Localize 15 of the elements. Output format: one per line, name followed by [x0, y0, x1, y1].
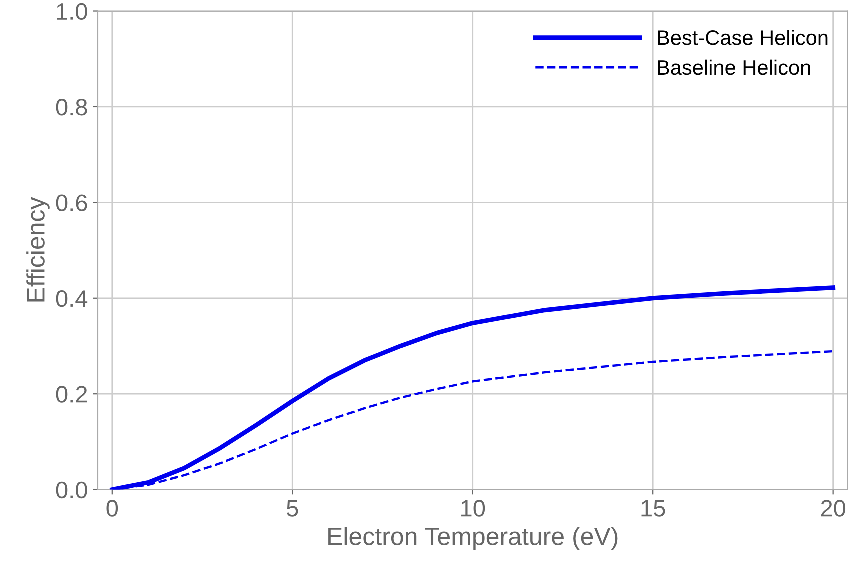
y-tick-label: 0.0	[56, 482, 88, 499]
x-tick-label: 15	[642, 500, 666, 517]
y-tick-label: 1.0	[57, 3, 88, 20]
x-tick-label: 0	[106, 500, 118, 517]
legend-label: Best-Case Helicon	[658, 30, 828, 46]
legend-label: Baseline Helicon	[658, 60, 810, 76]
y-tick-label: 0.8	[56, 99, 88, 116]
y-tick-label: 0.6	[56, 194, 88, 212]
x-tick-label: 20	[821, 500, 846, 517]
y-tick-label: 0.2	[56, 386, 88, 403]
x-tick-label: 5	[287, 500, 298, 517]
x-tick-label: 10	[462, 500, 486, 517]
y-axis-title: Efficiency	[26, 197, 50, 302]
x-axis-title: Electron Temperature (eV)	[328, 527, 618, 550]
y-tick-label: 0.4	[56, 290, 88, 308]
